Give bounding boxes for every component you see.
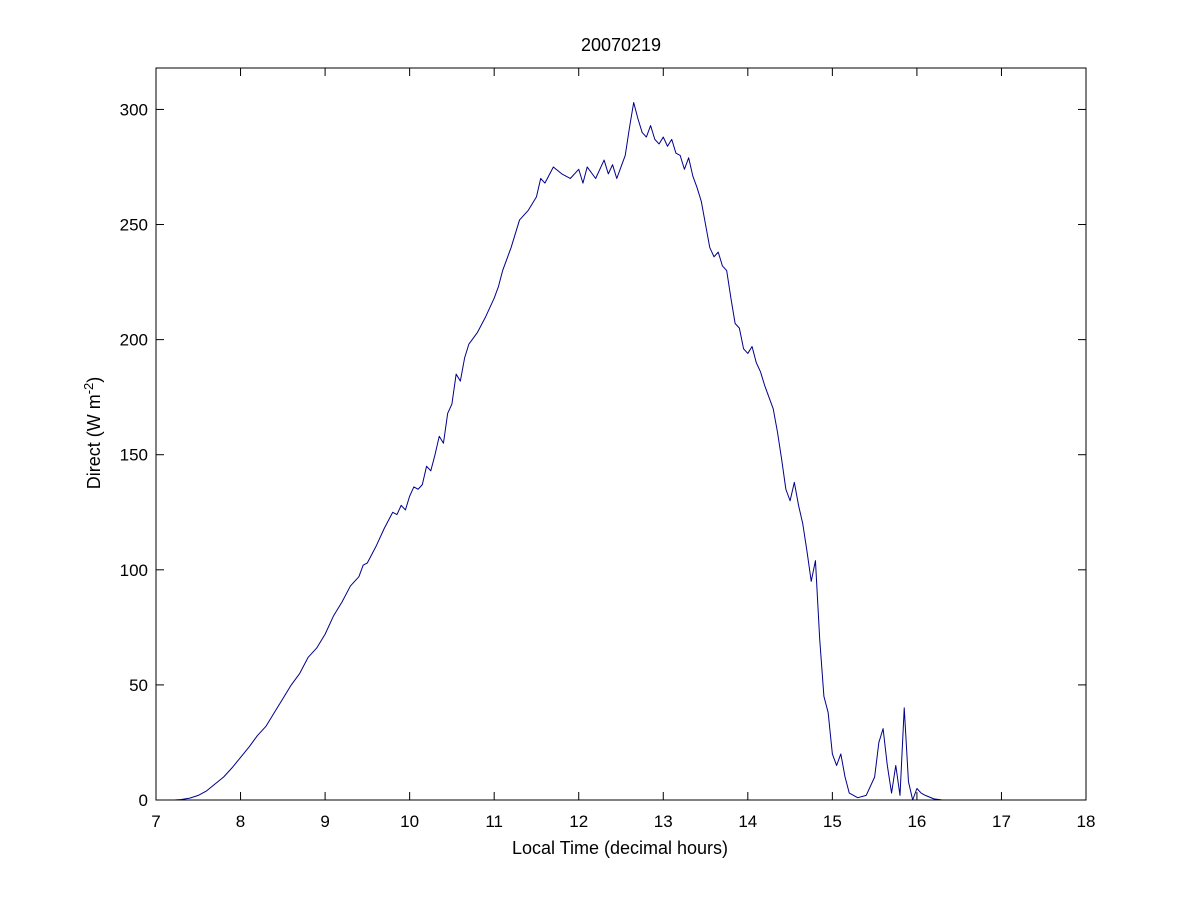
y-tick-label: 0 bbox=[139, 791, 148, 810]
x-tick-label: 16 bbox=[907, 812, 926, 831]
y-axis-label-suffix: ) bbox=[84, 377, 104, 383]
tick-layer: 7 8 9 10 11 12 13 14 15 16 17 18 0 50 100 150 200 250 300 bbox=[120, 68, 1096, 831]
series-layer bbox=[174, 102, 1027, 801]
y-tick-label: 50 bbox=[129, 676, 148, 695]
x-tick-label: 14 bbox=[738, 812, 757, 831]
y-axis-label-main: Direct (W m bbox=[84, 394, 104, 489]
x-tick-label: 15 bbox=[823, 812, 842, 831]
x-tick-label: 7 bbox=[151, 812, 160, 831]
plot-frame bbox=[155, 67, 1087, 801]
x-tick-label: 17 bbox=[992, 812, 1011, 831]
x-tick-label: 13 bbox=[654, 812, 673, 831]
y-tick-label: 150 bbox=[120, 446, 148, 465]
x-tick-label: 18 bbox=[1077, 812, 1096, 831]
x-tick-label: 12 bbox=[569, 812, 588, 831]
y-tick-label: 250 bbox=[120, 216, 148, 235]
x-tick-label: 10 bbox=[400, 812, 419, 831]
y-axis-label-superscript: -2 bbox=[81, 383, 96, 395]
series-line bbox=[174, 102, 1027, 801]
x-tick-label: 9 bbox=[320, 812, 329, 831]
chart-title: 20070219 bbox=[581, 35, 661, 55]
x-axis-label: Local Time (decimal hours) bbox=[512, 838, 728, 858]
plot-area bbox=[156, 68, 1086, 800]
x-tick-label: 8 bbox=[236, 812, 245, 831]
y-tick-label: 300 bbox=[120, 100, 148, 119]
y-tick-label: 100 bbox=[120, 561, 148, 580]
x-tick-label: 11 bbox=[485, 812, 503, 831]
y-axis-label: Direct (W m-2) bbox=[81, 377, 104, 490]
y-tick-label: 200 bbox=[120, 331, 148, 350]
